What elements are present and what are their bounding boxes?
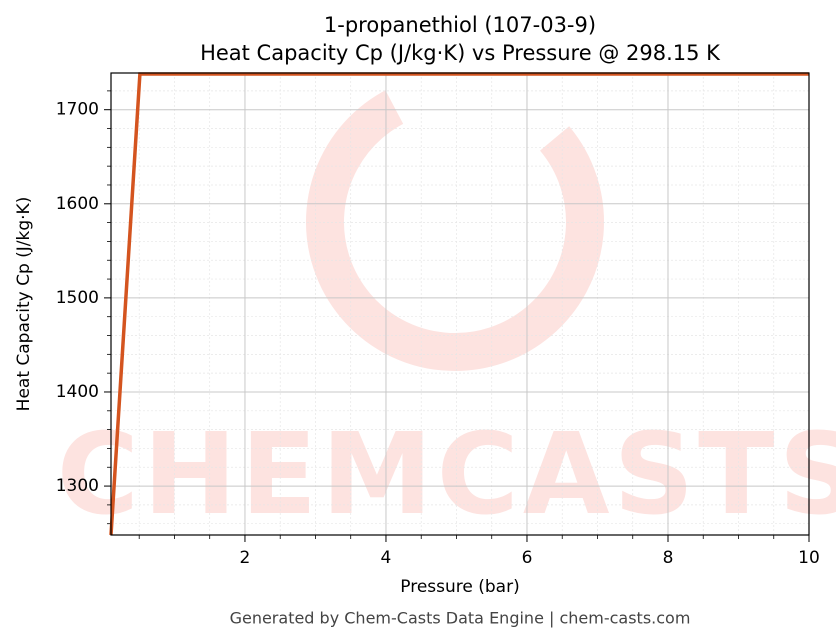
y-tick-label: 1400 bbox=[56, 382, 99, 402]
plot-frame bbox=[110, 72, 810, 536]
x-tick-label: 8 bbox=[663, 548, 674, 568]
x-tick-label: 2 bbox=[240, 548, 251, 568]
data-line bbox=[109, 72, 809, 536]
y-tick-label: 1600 bbox=[56, 194, 99, 214]
y-tick-label: 1500 bbox=[56, 288, 99, 308]
y-axis-label: Heat Capacity Cp (J/kg·K) bbox=[14, 197, 34, 412]
chart-title: 1-propanethiol (107-03-9) bbox=[324, 13, 596, 37]
chart-subtitle: Heat Capacity Cp (J/kg·K) vs Pressure @ … bbox=[200, 41, 721, 65]
x-tick-label: 4 bbox=[381, 548, 392, 568]
y-tick-label: 1700 bbox=[56, 100, 99, 120]
watermark: CHEMCASTS bbox=[57, 410, 836, 540]
y-tick-label: 1300 bbox=[56, 476, 99, 496]
watermark-logo bbox=[306, 73, 604, 371]
footer: Generated by Chem-Casts Data Engine | ch… bbox=[230, 609, 691, 628]
x-tick-label: 10 bbox=[798, 548, 820, 568]
x-tick-label: 6 bbox=[522, 548, 533, 568]
x-axis-label: Pressure (bar) bbox=[400, 577, 519, 597]
